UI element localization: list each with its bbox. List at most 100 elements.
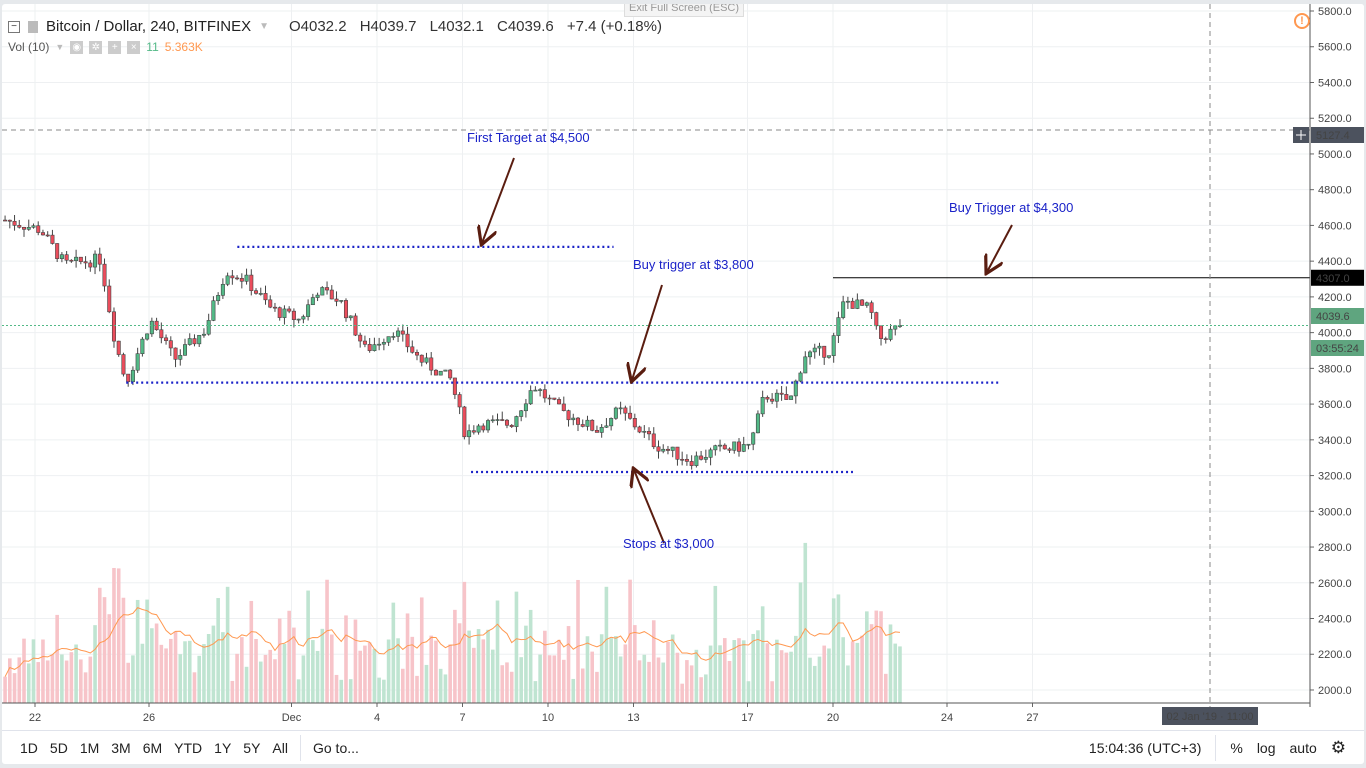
volume-bar xyxy=(64,660,69,703)
settings-gear-icon[interactable]: ⚙ xyxy=(1330,737,1346,757)
volume-bar xyxy=(358,650,362,703)
volume-bar xyxy=(102,597,107,703)
candle-body xyxy=(93,253,98,268)
volume-value: 11 xyxy=(146,40,159,54)
candle-body xyxy=(637,426,642,433)
volume-bar xyxy=(197,655,202,703)
volume-bar xyxy=(699,677,703,703)
candle-body xyxy=(462,406,467,438)
collapse-icon[interactable]: − xyxy=(8,20,20,33)
candle-body xyxy=(78,256,83,262)
close-icon[interactable]: × xyxy=(127,40,141,54)
candle-body xyxy=(381,341,386,345)
volume-bar xyxy=(173,631,178,703)
volume-bar xyxy=(879,611,883,703)
volume-bar xyxy=(348,679,353,703)
candle-body xyxy=(684,458,689,462)
candle-body xyxy=(211,300,216,321)
volume-bar xyxy=(770,681,774,703)
exit-fullscreen-button[interactable]: Exit Full Screen (ESC) xyxy=(624,4,745,17)
symbol-title[interactable]: Bitcoin / Dollar, 240, BITFINEX xyxy=(46,18,252,35)
volume-bar xyxy=(718,645,722,703)
volume-bar xyxy=(476,629,481,703)
flag-icon[interactable] xyxy=(28,20,38,33)
range-button-6m[interactable]: 6M xyxy=(142,739,163,756)
volume-bar xyxy=(609,638,613,703)
eye-icon[interactable]: ◉ xyxy=(70,40,84,54)
volume-bar xyxy=(339,679,344,703)
range-button-5d[interactable]: 5D xyxy=(49,739,68,756)
range-button-1y[interactable]: 1Y xyxy=(214,739,232,756)
volume-bar xyxy=(846,665,850,703)
high-value: H4039.7 xyxy=(359,18,417,35)
range-button-1m[interactable]: 1M xyxy=(79,739,100,756)
percent-toggle[interactable]: % xyxy=(1230,739,1243,756)
volume-bar xyxy=(230,680,235,703)
candle-body xyxy=(774,392,779,402)
candle-body xyxy=(306,304,311,317)
volume-label[interactable]: Vol (10) xyxy=(8,40,50,54)
range-button-5y[interactable]: 5Y xyxy=(243,739,261,756)
range-button-all[interactable]: All xyxy=(272,739,288,756)
volume-bar xyxy=(249,600,254,703)
annotation-label: Buy Trigger at $4,300 xyxy=(949,200,1073,215)
gear-icon[interactable]: ✲ xyxy=(89,40,103,54)
candle-body xyxy=(400,330,405,335)
candle-body xyxy=(594,430,599,433)
chevron-down-icon[interactable]: ▼ xyxy=(55,42,65,52)
candle-body xyxy=(45,234,50,237)
price-tick-label: 5800.0 xyxy=(1318,6,1352,18)
range-button-3m[interactable]: 3M xyxy=(111,739,131,756)
volume-bar xyxy=(168,638,173,703)
annotation-label: First Target at $4,500 xyxy=(467,130,590,145)
candle-body xyxy=(178,355,183,360)
candle-body xyxy=(3,219,8,222)
volume-bar xyxy=(405,613,410,703)
volume-bar xyxy=(292,627,296,703)
plus-icon xyxy=(1296,130,1306,140)
chart-container: 22 26 Dec 4 7 10 13 17 20 24 27 First Target at $4,… xyxy=(2,4,1364,764)
candle-body xyxy=(727,448,732,451)
volume-bar xyxy=(675,652,680,703)
candle-body xyxy=(566,410,571,421)
volume-bar xyxy=(462,581,467,703)
volume-bar xyxy=(595,671,599,703)
candle-body xyxy=(239,278,244,282)
volume-bar xyxy=(410,636,415,703)
volume-bar xyxy=(457,623,462,703)
candle-body xyxy=(528,390,533,405)
price-chart[interactable]: 22 26 Dec 4 7 10 13 17 20 24 27 First Target at $4,… xyxy=(2,4,1364,730)
line-price-label: 4307.0 xyxy=(1316,273,1350,285)
volume-bar xyxy=(206,634,211,703)
volume-bar xyxy=(642,654,647,703)
range-button-ytd[interactable]: YTD xyxy=(174,739,203,756)
candle-body xyxy=(296,318,301,321)
warning-icon[interactable]: ! xyxy=(1294,13,1310,29)
volume-bar xyxy=(898,646,902,703)
volume-bar xyxy=(524,625,528,703)
volume-bar xyxy=(628,579,632,703)
candle-body xyxy=(263,293,268,301)
volume-bar xyxy=(244,666,249,703)
goto-button[interactable]: Go to... xyxy=(312,739,359,756)
volume-bar xyxy=(836,594,841,703)
candle-body xyxy=(538,389,543,391)
candle-body xyxy=(216,295,221,302)
price-tick-label: 5400.0 xyxy=(1318,77,1352,89)
volume-bar xyxy=(557,639,561,703)
volume-bar xyxy=(666,642,670,703)
candle-body xyxy=(855,299,860,309)
chevron-down-icon[interactable]: ▼ xyxy=(259,21,269,32)
auto-toggle[interactable]: auto xyxy=(1289,739,1317,756)
range-button-1d[interactable]: 1D xyxy=(20,739,38,756)
candle-body xyxy=(879,325,884,339)
log-toggle[interactable]: log xyxy=(1256,739,1276,756)
candle-body xyxy=(632,418,637,428)
volume-bar xyxy=(273,659,277,703)
volume-bar xyxy=(661,662,666,703)
price-tick-label: 3200.0 xyxy=(1318,471,1352,483)
plus-icon[interactable]: + xyxy=(108,40,122,54)
candle-body xyxy=(836,317,841,336)
volume-bar xyxy=(874,610,879,703)
candle-body xyxy=(675,446,680,460)
